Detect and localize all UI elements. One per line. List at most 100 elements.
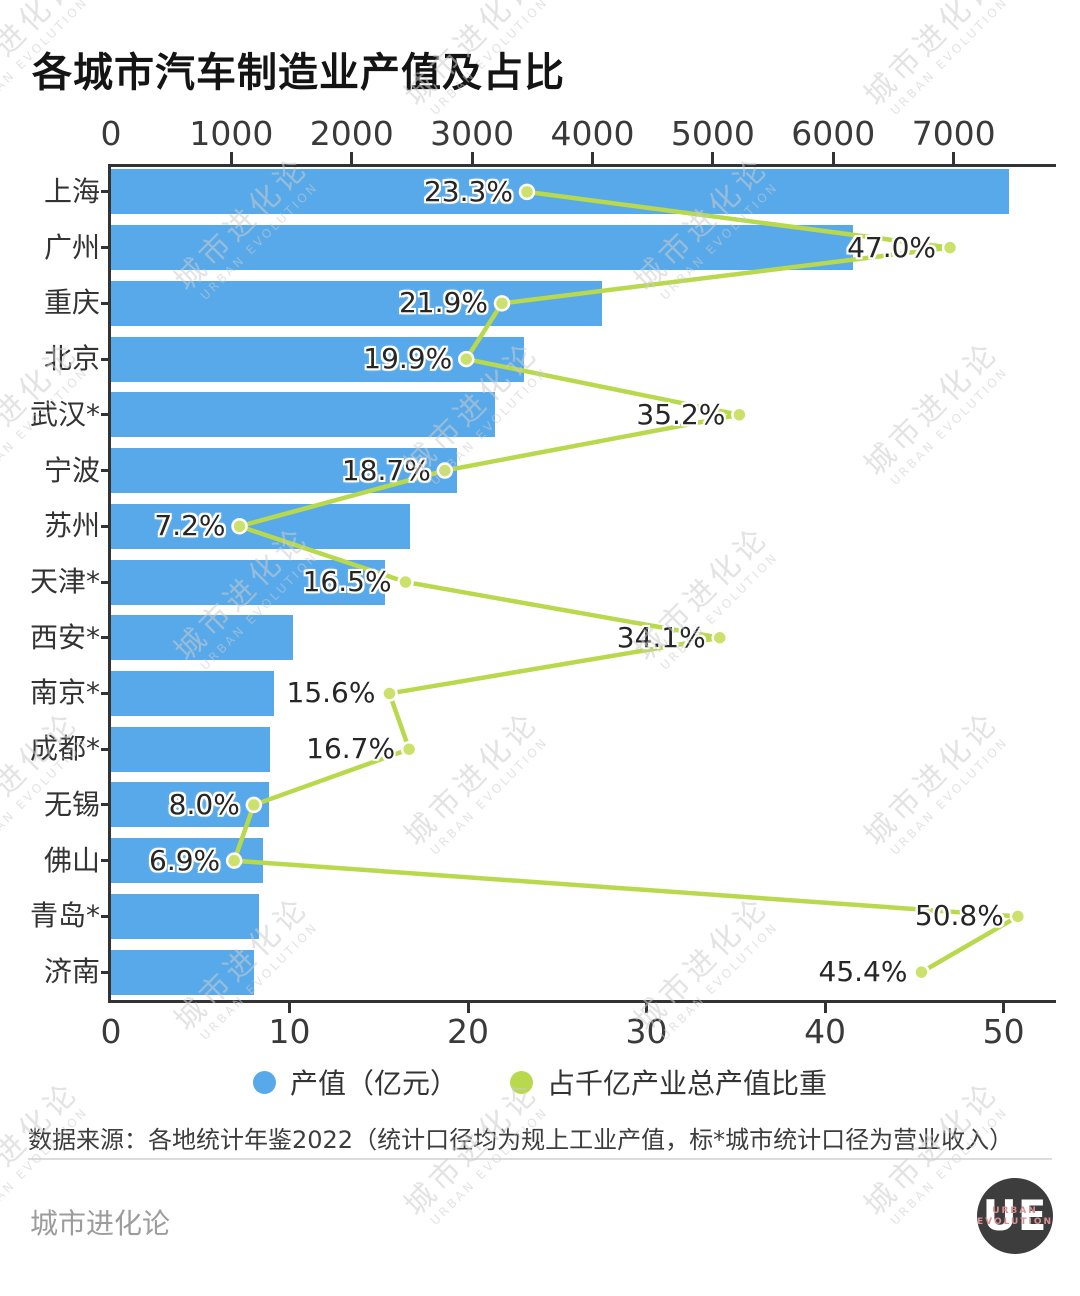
bar xyxy=(111,893,260,939)
y-axis-label: 青岛* xyxy=(29,899,100,933)
top-axis-tick-label: 0 xyxy=(100,114,122,153)
share-line-point xyxy=(518,183,536,201)
pct-label: 35.2% xyxy=(636,397,726,431)
bar xyxy=(111,615,293,661)
y-axis-label: 苏州 xyxy=(43,509,100,543)
data-source-note: 数据来源：各地统计年鉴2022（统计口径均为规上工业产值，标*城市统计口径为营业… xyxy=(28,1126,1014,1154)
share-line-point xyxy=(711,629,728,646)
top-axis-tick-label: 5000 xyxy=(670,114,755,153)
bar xyxy=(111,225,853,271)
top-axis-tick-label: 4000 xyxy=(550,114,635,153)
chart-title: 各城市汽车制造业产值及占比 xyxy=(32,50,565,96)
share-line-point xyxy=(381,685,398,702)
share-line-point xyxy=(231,518,248,535)
y-axis-label: 南京* xyxy=(29,676,100,710)
y-axis-tick xyxy=(101,190,110,194)
share-line-point xyxy=(397,573,414,591)
top-axis-tick xyxy=(711,152,715,164)
pct-label: 8.0% xyxy=(168,787,240,821)
y-axis-tick xyxy=(101,691,110,695)
pct-label: 34.1% xyxy=(616,620,706,654)
y-axis-label: 佛山 xyxy=(43,843,100,877)
bottom-axis-tick xyxy=(1002,1001,1006,1013)
legend-dot-blue-icon xyxy=(252,1070,276,1094)
y-axis-tick xyxy=(101,803,110,807)
pct-label: 6.9% xyxy=(149,843,221,877)
pct-label: 23.3% xyxy=(423,174,513,208)
bottom-axis-tick-label: 0 xyxy=(100,1012,122,1051)
pct-label: 19.9% xyxy=(363,342,453,376)
y-axis-label: 天津* xyxy=(29,565,100,598)
pct-label: 16.7% xyxy=(306,732,396,766)
y-axis-label: 济南 xyxy=(43,955,100,989)
pct-label: 16.5% xyxy=(302,565,392,598)
bar xyxy=(111,448,457,494)
urban-evolution-logo: UE URBAN EVOLUTION xyxy=(977,1178,1053,1254)
share-line-point xyxy=(225,852,243,869)
bar xyxy=(111,503,410,549)
bar xyxy=(111,782,269,828)
legend-label: 产值（亿元） xyxy=(289,1067,458,1100)
bar xyxy=(111,726,270,772)
bottom-axis-tick xyxy=(288,1001,292,1013)
bottom-axis-line xyxy=(108,1000,1056,1003)
y-axis-label: 宁波 xyxy=(43,453,100,487)
top-axis-tick xyxy=(470,152,474,164)
y-axis-tick xyxy=(101,357,110,361)
y-axis-label: 上海 xyxy=(43,174,100,208)
bottom-axis-tick-label: 20 xyxy=(447,1012,490,1051)
legend-item-output: 产值（亿元） xyxy=(252,1062,458,1102)
y-axis-label: 广州 xyxy=(43,230,100,264)
top-axis-tick xyxy=(831,152,835,164)
pct-label: 21.9% xyxy=(398,286,488,320)
y-axis-tick xyxy=(101,524,110,528)
legend-label: 占千亿产业总产值比重 xyxy=(547,1067,828,1100)
watermark-text: 城市进化论 URBAN EVOLUTION xyxy=(857,0,1011,118)
y-axis-tick xyxy=(101,413,110,417)
y-axis-tick xyxy=(101,859,110,863)
share-line-point xyxy=(731,406,748,424)
y-axis-tick xyxy=(101,301,110,305)
plot-area: 23.3% 47.0% 21.9% 19.9% 35.2% 18.7% 7.2% 16.5% 3… xyxy=(111,164,1050,1000)
left-axis-line xyxy=(108,164,111,1003)
y-axis-tick xyxy=(101,580,110,584)
y-axis-label: 北京 xyxy=(43,342,100,376)
y-axis-tick xyxy=(101,246,110,250)
pct-label: 50.8% xyxy=(914,899,1004,933)
top-axis-tick-label: 1000 xyxy=(189,114,274,153)
share-line-point xyxy=(941,239,959,256)
top-axis-tick-label: 3000 xyxy=(430,114,515,153)
logo-subtext-1: URBAN xyxy=(992,1206,1038,1216)
y-axis-label: 成都* xyxy=(29,732,100,766)
legend: 产值（亿元） 占千亿产业总产值比重 xyxy=(0,1062,1080,1102)
top-axis-tick xyxy=(952,152,956,164)
share-line-point xyxy=(245,796,263,814)
pct-label: 15.6% xyxy=(286,676,376,710)
y-axis-label: 重庆 xyxy=(43,286,100,320)
bottom-axis-tick xyxy=(823,1001,827,1013)
top-axis-tick-label: 6000 xyxy=(791,114,876,153)
top-axis-tick xyxy=(229,152,233,164)
share-line-point xyxy=(457,350,475,368)
legend-dot-green-icon xyxy=(510,1070,533,1094)
share-line-point xyxy=(436,462,454,479)
y-axis-tick xyxy=(101,636,110,640)
y-axis-tick xyxy=(101,747,110,751)
bottom-axis-tick-label: 30 xyxy=(625,1012,668,1051)
pct-label: 47.0% xyxy=(847,230,937,264)
top-axis-tick xyxy=(350,152,354,164)
bar xyxy=(111,280,603,326)
top-axis-line xyxy=(108,164,1056,167)
bottom-axis-tick-label: 10 xyxy=(268,1012,311,1051)
top-axis-tick-label: 2000 xyxy=(309,114,394,153)
share-line-chart xyxy=(225,183,1027,981)
pct-label: 7.2% xyxy=(154,509,226,543)
footer-brand: 城市进化论 xyxy=(30,1207,171,1240)
logo-subtext-2: EVOLUTION xyxy=(977,1217,1053,1227)
share-line-point xyxy=(400,740,418,758)
logo-letters: UE xyxy=(982,1191,1048,1240)
bottom-axis-tick xyxy=(645,1001,649,1013)
bottom-axis-tick xyxy=(466,1001,470,1013)
bar xyxy=(111,169,1010,215)
